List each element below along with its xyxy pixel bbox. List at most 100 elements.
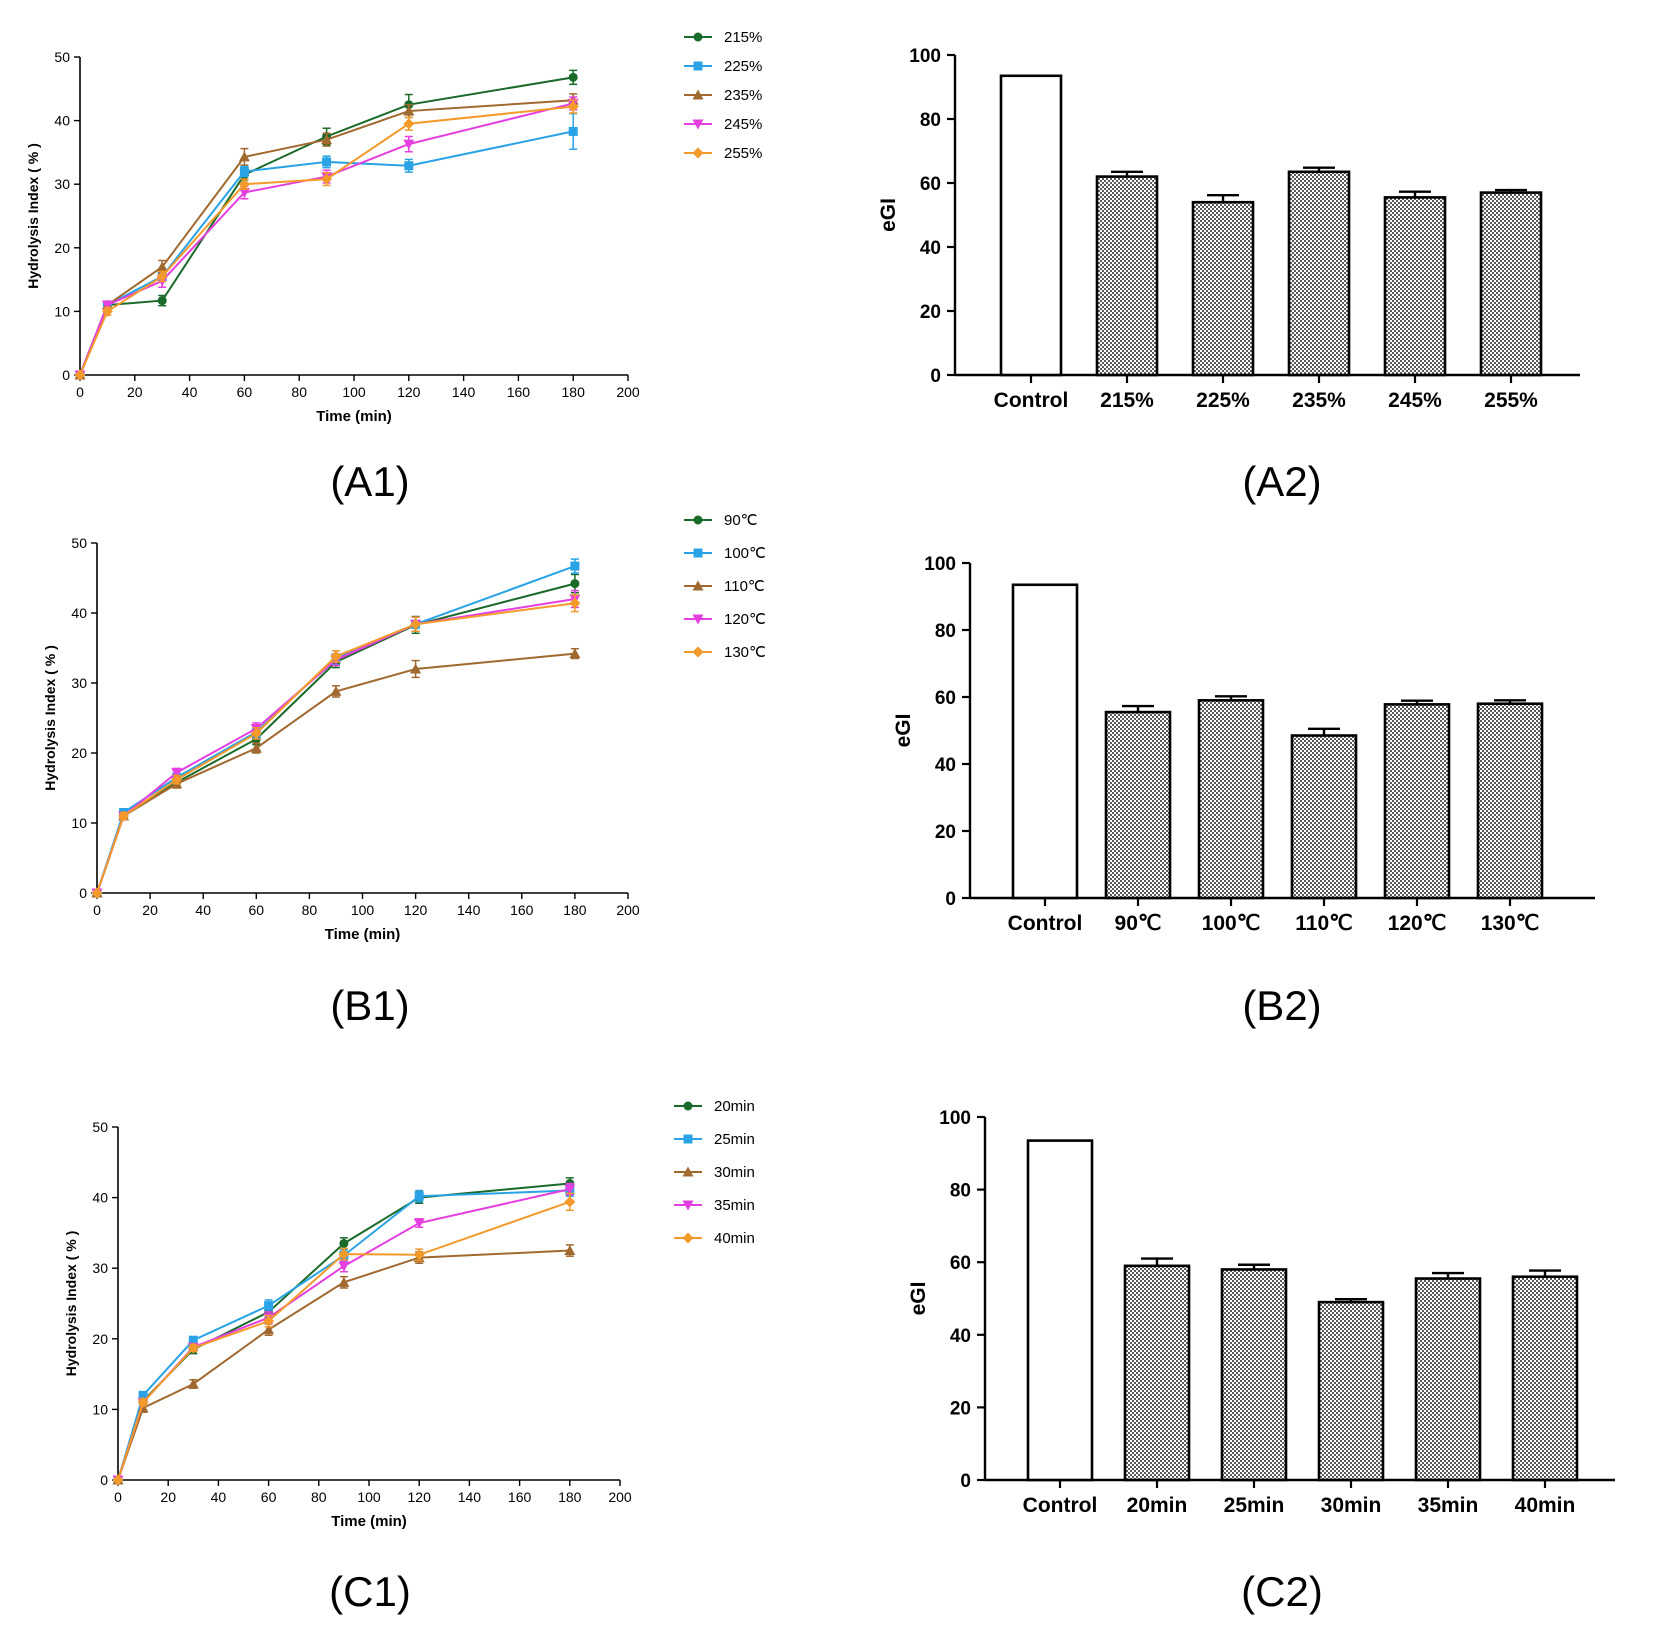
legend-label: 120℃ <box>724 611 766 628</box>
legend-label: 90℃ <box>724 512 758 529</box>
x-tick-label: 20 <box>160 1489 176 1505</box>
data-point <box>250 742 262 753</box>
y-tick-label: 80 <box>935 621 956 642</box>
bar-group: 30min <box>1317 1298 1385 1517</box>
legend-marker <box>683 1134 693 1144</box>
legend-entry: 30min <box>674 1164 755 1181</box>
x-tick-label: 140 <box>452 384 476 400</box>
x-tick-label: 80 <box>302 902 318 918</box>
legend-label: 225% <box>724 58 762 75</box>
x-tick-label: 60 <box>249 902 265 918</box>
category-label: Control <box>1008 912 1083 935</box>
category-label: 90℃ <box>1115 912 1162 935</box>
bar <box>1191 200 1255 377</box>
bar <box>1287 170 1351 377</box>
y-tick-label: 10 <box>54 303 70 319</box>
data-point <box>564 1245 576 1256</box>
bar-group: Control <box>994 74 1068 412</box>
x-tick-label: 40 <box>195 902 211 918</box>
x-tick-label: 180 <box>563 902 587 918</box>
legend-entry: 90℃ <box>684 512 758 529</box>
category-label: 100℃ <box>1202 912 1261 935</box>
data-point <box>404 161 414 171</box>
legend-label: 215% <box>724 29 762 46</box>
data-point <box>238 151 250 162</box>
data-point <box>238 178 250 190</box>
y-tick-label: 40 <box>54 113 70 129</box>
x-tick-label: 120 <box>397 384 421 400</box>
bar <box>1317 1300 1385 1482</box>
data-point <box>321 173 333 185</box>
y-tick-label: 20 <box>92 1331 108 1347</box>
legend-label: 255% <box>724 145 762 162</box>
legend-marker <box>693 515 703 525</box>
category-label: 235% <box>1292 389 1346 412</box>
legend-entry: 130℃ <box>684 644 766 661</box>
data-point <box>263 1324 275 1335</box>
data-point <box>338 1248 350 1260</box>
x-tick-label: 200 <box>608 1489 632 1505</box>
x-tick-label: 40 <box>211 1489 227 1505</box>
x-tick-label: 40 <box>182 384 198 400</box>
bar-group: 20min <box>1123 1257 1191 1517</box>
y-tick-label: 20 <box>950 1398 971 1419</box>
y-tick-label: 0 <box>62 367 70 383</box>
series-line <box>117 1182 570 1481</box>
category-label: 25min <box>1224 1494 1285 1517</box>
series-line <box>117 1189 570 1481</box>
x-tick-label: 100 <box>342 384 366 400</box>
panel-label: (C2) <box>1241 1568 1323 1615</box>
y-tick-label: 100 <box>924 554 956 575</box>
bar-control <box>1011 583 1079 900</box>
data-point <box>569 648 581 659</box>
category-label: 120℃ <box>1388 912 1447 935</box>
data-point <box>564 1196 576 1208</box>
bar-group: 100℃ <box>1197 695 1265 935</box>
series-4 <box>91 589 581 899</box>
bar <box>1220 1268 1288 1482</box>
data-point <box>568 126 578 136</box>
series-3 <box>112 1244 576 1485</box>
x-tick-label: 140 <box>458 1489 482 1505</box>
bar-group: 215% <box>1095 170 1159 412</box>
data-point <box>101 305 113 317</box>
x-tick-label: 100 <box>351 902 375 918</box>
x-tick-label: 180 <box>558 1489 582 1505</box>
y-axis-label: eGI <box>892 714 915 748</box>
data-point <box>138 1390 148 1400</box>
legend-marker <box>682 1166 694 1177</box>
y-tick-label: 0 <box>945 889 956 910</box>
data-point <box>403 105 415 116</box>
legend-label: 30min <box>714 1164 755 1181</box>
data-point <box>570 561 580 571</box>
x-tick-label: 60 <box>237 384 253 400</box>
x-tick-label: 80 <box>311 1489 327 1505</box>
y-tick-label: 100 <box>939 1108 971 1129</box>
series-line <box>96 565 576 894</box>
legend-entry: 120℃ <box>684 611 766 628</box>
category-label: 40min <box>1515 1494 1576 1517</box>
y-tick-label: 30 <box>54 176 70 192</box>
x-tick-label: 200 <box>616 902 640 918</box>
bar-group: 110℃ <box>1290 727 1358 935</box>
bar-group: Control <box>1008 583 1083 935</box>
bar <box>1383 196 1447 377</box>
panels-layer: 0 20 40 60 80 100 120 140 160 180 20001020304050Ti… <box>25 29 1615 1615</box>
category-label: 225% <box>1196 389 1250 412</box>
y-axis-label: Hydrolysis Index ( % ) <box>42 645 58 790</box>
series-line <box>96 602 576 894</box>
legend-entry: 215% <box>684 29 762 46</box>
y-tick-label: 60 <box>935 688 956 709</box>
legend-entry: 110℃ <box>684 578 765 595</box>
category-label: 30min <box>1321 1494 1382 1517</box>
legend-entry: 255% <box>684 145 762 162</box>
bar <box>1414 1277 1482 1482</box>
bar-group: 130℃ <box>1476 699 1544 935</box>
legend-label: 25min <box>714 1131 755 1148</box>
legend-label: 245% <box>724 116 762 133</box>
data-point <box>403 118 415 130</box>
legend-entry: 235% <box>684 87 762 104</box>
y-axis-label: eGI <box>877 198 900 232</box>
y-tick-label: 20 <box>935 822 956 843</box>
